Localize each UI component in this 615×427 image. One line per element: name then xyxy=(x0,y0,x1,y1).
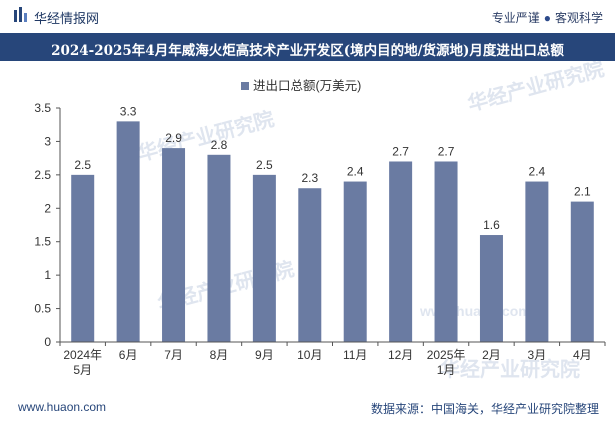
y-tick-label: 2.5 xyxy=(34,168,51,182)
legend-swatch xyxy=(241,82,249,90)
x-tick-label: 12月 xyxy=(388,348,413,362)
footer-url: www.huaon.com xyxy=(18,400,107,414)
footer: www.huaon.com 数据来源：中国海关，华经产业研究院整理 xyxy=(0,396,615,427)
y-tick-label: 1 xyxy=(44,268,51,282)
data-label: 3.3 xyxy=(120,104,137,118)
watermark-text: 华经产业研究院 xyxy=(465,61,606,116)
bar xyxy=(525,181,549,342)
title-bar: 2024-2025年4月年威海火炬高技术产业开发区(境内目的地/货源地)月度进出… xyxy=(0,33,615,61)
bar xyxy=(434,161,458,342)
bar xyxy=(207,154,231,342)
bar xyxy=(343,181,367,342)
watermark-text: 华经产业研究院 xyxy=(440,357,580,381)
tagline-left: 专业严谨 xyxy=(491,11,540,25)
x-tick-label: 4月 xyxy=(573,348,592,362)
x-tick-label: 1月 xyxy=(437,363,456,377)
data-label: 2.1 xyxy=(574,185,591,199)
bar xyxy=(479,235,503,342)
y-tick-label: 0.5 xyxy=(34,302,51,316)
y-tick-label: 3.5 xyxy=(34,101,51,115)
bar xyxy=(71,174,95,342)
data-label: 2.7 xyxy=(438,144,455,158)
x-tick-label: 8月 xyxy=(210,348,229,362)
data-label: 2.5 xyxy=(256,158,273,172)
bar xyxy=(389,161,413,342)
legend-label: 进出口总额(万美元) xyxy=(253,79,361,93)
top-bar: 华经情报网 专业严谨 ● 客观科学 xyxy=(0,0,615,33)
x-tick-label: 7月 xyxy=(164,348,183,362)
tagline: 专业严谨 ● 客观科学 xyxy=(492,9,603,26)
bar-chart: 华经产业研究院 华经产业研究院 华经产业研究院 华经产业研究院 www.huao… xyxy=(34,61,606,381)
x-tick-label: 2024年 xyxy=(63,348,102,362)
y-axis: 0 0.5 1 1.5 2 2.5 3 3.5 xyxy=(34,101,61,349)
data-label: 2.5 xyxy=(74,158,91,172)
data-label: 1.6 xyxy=(483,218,500,232)
bar xyxy=(570,201,594,342)
y-tick-label: 0 xyxy=(44,335,51,349)
chart-title: 2024-2025年4月年威海火炬高技术产业开发区(境内目的地/货源地)月度进出… xyxy=(51,43,564,59)
data-label: 2.4 xyxy=(529,165,546,179)
bar xyxy=(116,121,140,342)
data-label: 2.8 xyxy=(211,138,228,152)
bar xyxy=(298,188,322,342)
y-tick-label: 2 xyxy=(44,201,51,215)
data-label: 2.7 xyxy=(392,144,409,158)
x-tick-label: 2025年 xyxy=(427,348,466,362)
brand-name: 华经情报网 xyxy=(34,10,100,26)
x-tick-label: 10月 xyxy=(297,348,322,362)
brand-logo-icon xyxy=(14,6,28,28)
data-label: 2.9 xyxy=(165,131,182,145)
brand: 华经情报网 xyxy=(14,6,100,28)
y-tick-label: 3 xyxy=(44,134,51,148)
data-label: 2.4 xyxy=(347,165,364,179)
y-tick-label: 1.5 xyxy=(34,235,51,249)
x-tick-label: 6月 xyxy=(119,348,138,362)
data-label: 2.3 xyxy=(301,171,318,185)
tagline-right: 客观科学 xyxy=(554,11,603,25)
x-tick-label: 9月 xyxy=(255,348,274,362)
x-tick-label: 5月 xyxy=(73,363,92,377)
x-tick-label: 2月 xyxy=(482,348,501,362)
bar xyxy=(162,148,186,342)
x-tick-label: 3月 xyxy=(528,348,547,362)
bars: 2.5 3.3 2.9 2.8 2.5 2.3 2.4 2.7 2.7 1.6 2.4 2.1 xyxy=(71,104,594,342)
bar xyxy=(252,174,276,342)
bullet-dot-icon: ● xyxy=(543,11,551,25)
legend: 进出口总额(万美元) xyxy=(241,79,361,93)
x-tick-label: 11月 xyxy=(343,348,367,362)
footer-source: 数据来源：中国海关，华经产业研究院整理 xyxy=(370,402,599,416)
